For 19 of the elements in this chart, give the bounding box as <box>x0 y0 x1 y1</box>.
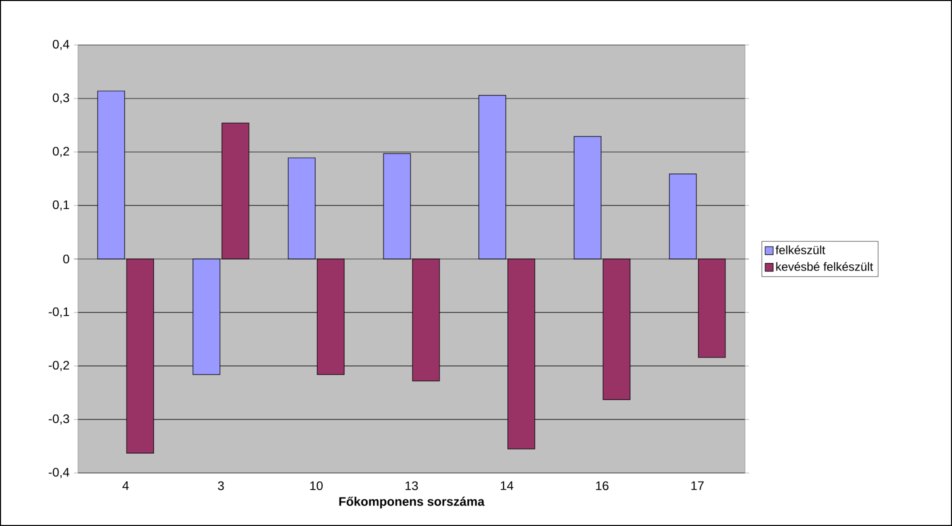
y-tick-label: 0 <box>63 254 70 264</box>
y-tick-label: -0,3 <box>48 414 70 425</box>
x-tick-label: 16 <box>596 481 608 490</box>
y-tick-label: -0,2 <box>48 360 70 372</box>
y-tick-label: 0,4 <box>52 40 70 50</box>
y-tick-label: 0,3 <box>52 93 70 104</box>
x-tick-label: 14 <box>500 481 514 490</box>
x-axis-title: Főkomponens sorszáma <box>339 496 485 508</box>
x-tick-label: 13 <box>406 481 418 490</box>
x-tick-label: 4 <box>122 481 129 490</box>
x-tick-label: 10 <box>310 481 323 490</box>
y-tick-label: -0,4 <box>48 468 70 478</box>
y-tick-label: 0,1 <box>52 200 70 211</box>
y-tick-label: -0,1 <box>48 307 70 318</box>
x-tick-label: 3 <box>218 481 224 490</box>
y-tick-label: 0,2 <box>52 146 70 158</box>
x-tick-label: 17 <box>691 481 704 490</box>
legend-label: kevésbé felkészült <box>776 262 874 271</box>
legend-label: felkészült <box>776 245 826 254</box>
